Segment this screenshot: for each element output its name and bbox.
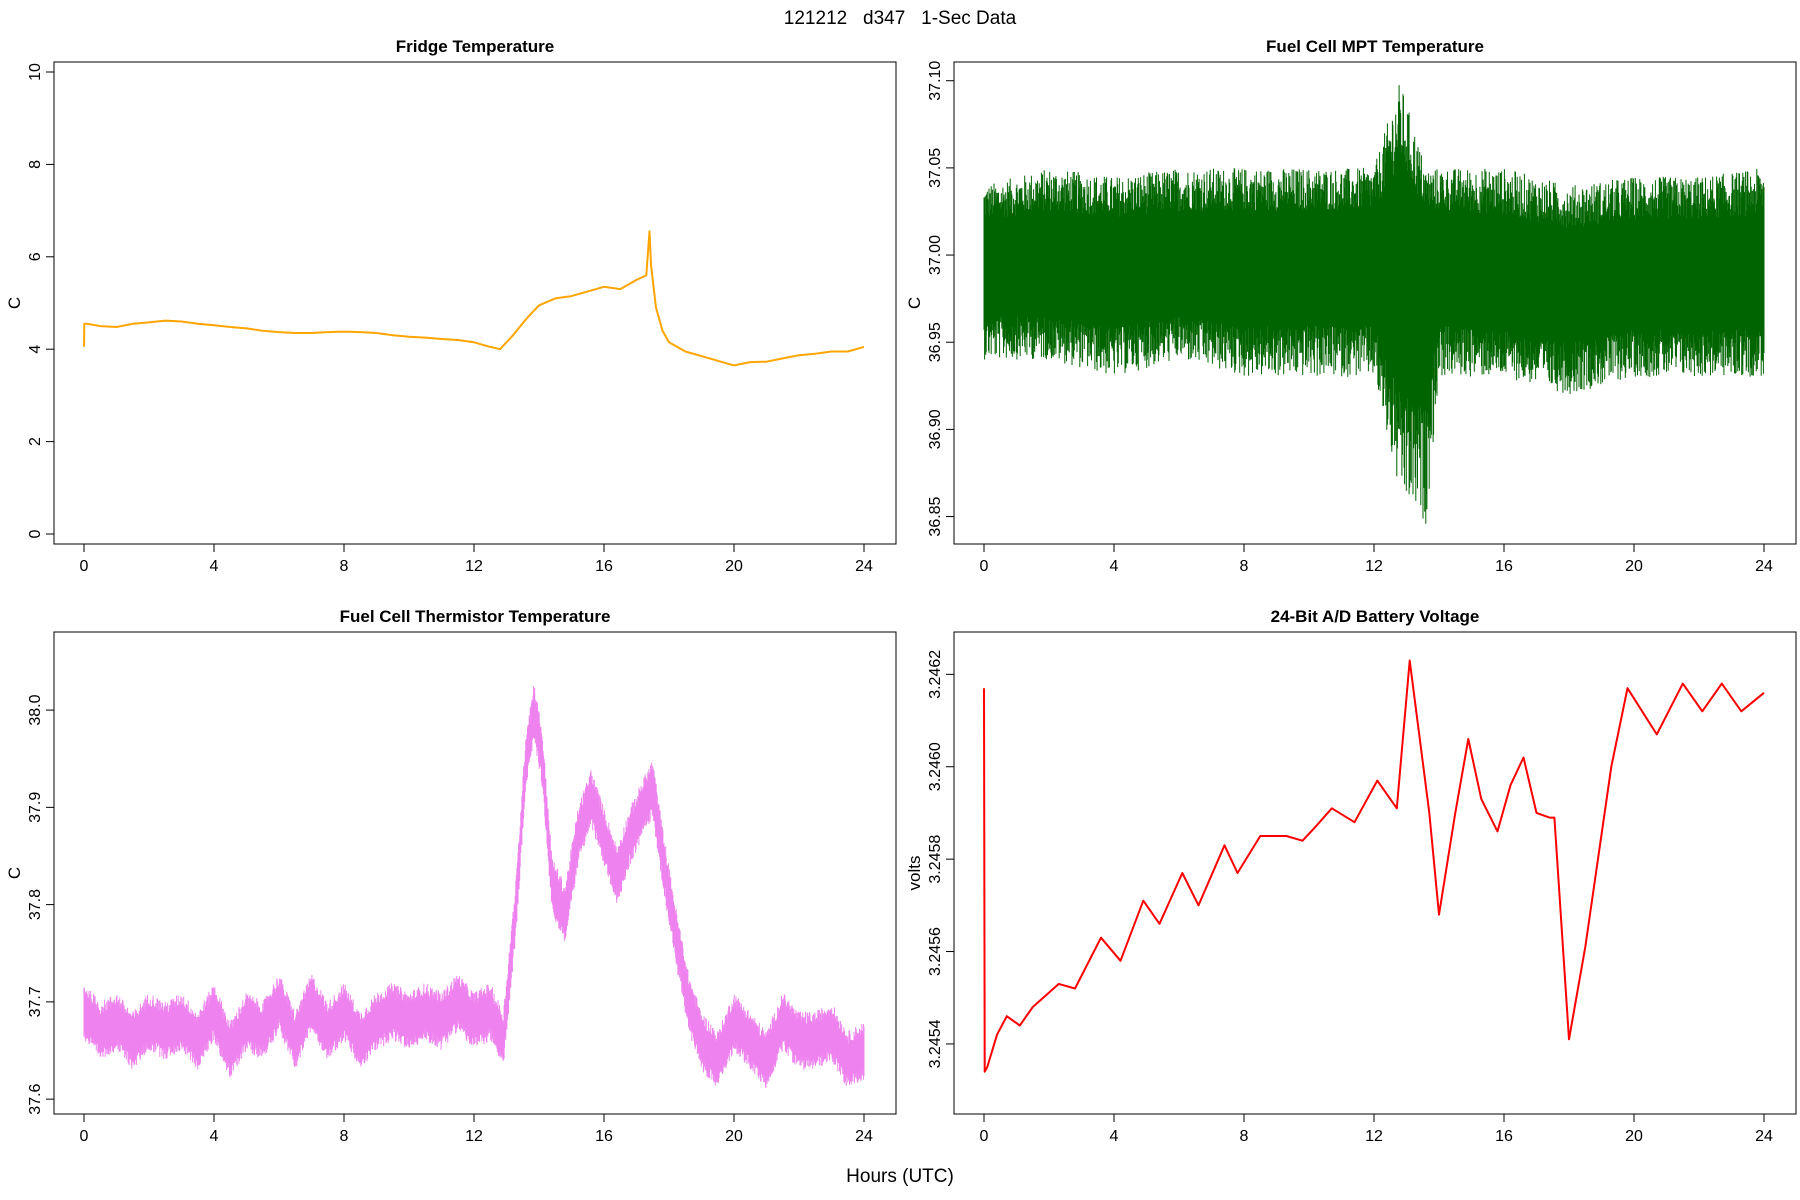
series-line [983, 659, 1765, 1073]
chart-title: 24-Bit A/D Battery Voltage [1271, 607, 1480, 626]
x-tick-label: 24 [855, 1128, 873, 1145]
plot-frame [953, 61, 1797, 545]
x-tick-label: 0 [980, 1128, 989, 1145]
y-tick-label: 38.0 [27, 694, 44, 725]
y-tick-label: 4 [27, 345, 44, 354]
chart-title: Fridge Temperature [396, 37, 554, 56]
plot-frame [53, 631, 897, 1115]
fuel-cell-mpt-temperature-chart: Fuel Cell MPT Temperature C 0 4 8 12 16 20 24 36.… [905, 37, 1797, 575]
x-tick-label: 8 [1240, 1128, 1249, 1145]
panel-fuel-cell-thermistor-temperature: Fuel Cell Thermistor Temperature C 0 4 8 12 16… [0, 600, 900, 1170]
x-tick-label: 4 [210, 558, 219, 575]
x-axis: 0 4 8 12 16 20 24 [80, 1114, 873, 1145]
y-axis: 37.6 37.7 37.8 37.9 38.0 [27, 694, 54, 1115]
x-tick-label: 16 [1495, 558, 1513, 575]
y-tick-label: 0 [27, 529, 44, 538]
y-tick-label: 36.85 [927, 496, 944, 536]
y-tick-label: 3.2462 [927, 650, 944, 699]
x-tick-label: 8 [1240, 558, 1249, 575]
series-line [983, 85, 1765, 524]
x-tick-label: 12 [1365, 558, 1383, 575]
y-tick-label: 37.7 [27, 986, 44, 1017]
y-tick-label: 3.2458 [927, 835, 944, 884]
y-tick-label: 36.95 [927, 322, 944, 362]
x-tick-label: 16 [595, 1128, 613, 1145]
y-axis-label: C [5, 297, 24, 309]
chart-title: Fuel Cell MPT Temperature [1266, 37, 1484, 56]
x-tick-label: 20 [1625, 558, 1643, 575]
x-tick-label: 24 [1755, 558, 1773, 575]
chart-title: Fuel Cell Thermistor Temperature [340, 607, 611, 626]
panel-fuel-cell-mpt-temperature: Fuel Cell MPT Temperature C 0 4 8 12 16 20 24 36.… [900, 30, 1800, 600]
x-tick-label: 0 [980, 558, 989, 575]
y-axis: 36.85 36.90 36.95 37.00 37.05 37.10 [927, 61, 954, 537]
x-tick-label: 20 [1625, 1128, 1643, 1145]
y-tick-label: 37.00 [927, 235, 944, 275]
y-tick-label: 2 [27, 437, 44, 446]
y-axis: 3.2454 3.2456 3.2458 3.2460 3.2462 [927, 650, 954, 1068]
fuel-cell-thermistor-temperature-chart: Fuel Cell Thermistor Temperature C 0 4 8 12 16… [5, 607, 897, 1145]
y-tick-label: 3.2456 [927, 927, 944, 976]
plot-frame [53, 61, 897, 545]
y-tick-label: 8 [27, 160, 44, 169]
y-axis-label: volts [905, 856, 924, 891]
y-tick-label: 37.8 [27, 889, 44, 920]
y-tick-label: 37.6 [27, 1083, 44, 1114]
x-tick-label: 4 [1110, 558, 1119, 575]
y-tick-label: 6 [27, 252, 44, 261]
x-tick-label: 0 [80, 1128, 89, 1145]
x-tick-label: 24 [1755, 1128, 1773, 1145]
x-tick-label: 12 [1365, 1128, 1383, 1145]
x-tick-label: 8 [340, 558, 349, 575]
x-tick-label: 24 [855, 558, 873, 575]
y-tick-label: 37.05 [927, 148, 944, 188]
x-tick-label: 20 [725, 1128, 743, 1145]
x-tick-label: 4 [1110, 1128, 1119, 1145]
x-axis: 0 4 8 12 16 20 24 [80, 544, 873, 575]
plot-area [83, 686, 865, 1088]
y-axis-label: C [905, 297, 924, 309]
y-tick-label: 37.10 [927, 61, 944, 101]
plot-area [983, 659, 1765, 1073]
plot-area [83, 230, 865, 367]
y-tick-label: 37.9 [27, 792, 44, 823]
y-axis: 0 2 4 6 8 10 [27, 63, 54, 538]
x-tick-label: 16 [1495, 1128, 1513, 1145]
x-tick-label: 0 [80, 558, 89, 575]
x-tick-label: 20 [725, 558, 743, 575]
x-axis-caption: Hours (UTC) [846, 1166, 954, 1187]
x-tick-label: 16 [595, 558, 613, 575]
y-tick-label: 3.2454 [927, 1019, 944, 1068]
panel-battery-voltage: 24-Bit A/D Battery Voltage volts 0 4 8 12 16 20… [900, 600, 1800, 1170]
y-tick-label: 3.2460 [927, 742, 944, 791]
x-tick-label: 8 [340, 1128, 349, 1145]
y-axis-label: C [5, 867, 24, 879]
series-line [83, 686, 865, 1088]
battery-voltage-chart: 24-Bit A/D Battery Voltage volts 0 4 8 12 16 20… [905, 607, 1797, 1145]
x-tick-label: 4 [210, 1128, 219, 1145]
y-tick-label: 10 [27, 63, 44, 81]
x-axis: 0 4 8 12 16 20 24 [980, 544, 1773, 575]
plot-frame [953, 631, 1797, 1115]
x-axis: 0 4 8 12 16 20 24 [980, 1114, 1773, 1145]
x-tick-label: 12 [465, 1128, 483, 1145]
y-tick-label: 36.90 [927, 409, 944, 449]
x-tick-label: 12 [465, 558, 483, 575]
series-line [83, 230, 865, 367]
panel-fridge-temperature: Fridge Temperature C 0 4 8 12 16 20 24 0 2 4 6 8 10 [0, 30, 900, 600]
plot-area [983, 85, 1765, 524]
figure-title: 121212 d347 1-Sec Data [783, 8, 1017, 29]
